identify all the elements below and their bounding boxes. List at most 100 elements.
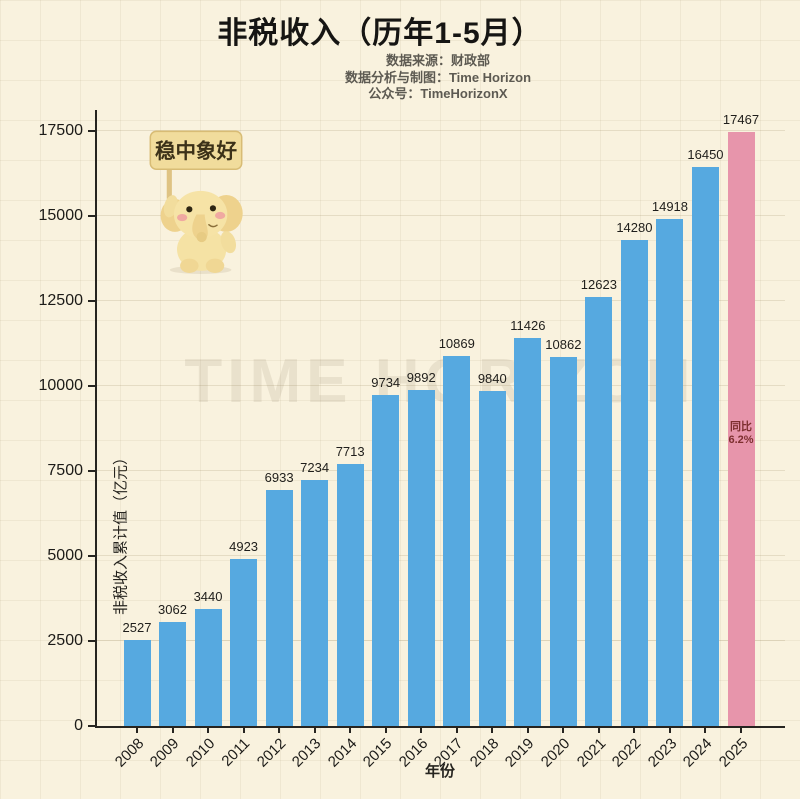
y-tick-label-17500: 17500 bbox=[38, 122, 84, 139]
bar-2014 bbox=[336, 463, 364, 726]
bar-value-label-2015: 9734 bbox=[371, 375, 401, 391]
y-tick-mark-7500 bbox=[88, 470, 96, 472]
bar-2013 bbox=[301, 480, 329, 726]
y-tick-mark-0 bbox=[88, 725, 96, 727]
y-tick-label-2500: 2500 bbox=[47, 632, 83, 649]
bar-value-label-2017: 10869 bbox=[438, 336, 475, 352]
x-tick-mark-2016 bbox=[420, 726, 423, 733]
sign-board bbox=[149, 130, 243, 171]
bar-2024 bbox=[691, 166, 719, 726]
elephant-smile bbox=[208, 224, 218, 228]
x-tick-mark-2020 bbox=[562, 726, 565, 733]
y-tick-label-12500: 12500 bbox=[38, 292, 84, 309]
bar-value-label-2016: 9892 bbox=[406, 369, 436, 385]
x-tick-mark-2017 bbox=[455, 726, 458, 733]
bar-2017 bbox=[443, 356, 471, 726]
gridline-y-15000 bbox=[97, 215, 785, 216]
y-tick-mark-2500 bbox=[88, 640, 96, 642]
bar-value-label-2025: 17467 bbox=[722, 112, 760, 128]
y-tick-mark-17500 bbox=[88, 130, 96, 132]
elephant-leg-right bbox=[205, 258, 225, 273]
elephant-arm-right bbox=[220, 231, 237, 254]
gridline-y-2500 bbox=[97, 640, 785, 641]
x-tick-mark-2008 bbox=[136, 726, 138, 733]
data-source-line: 数据来源：财政部 bbox=[385, 53, 490, 68]
x-tick-mark-2009 bbox=[171, 726, 174, 733]
annotation-label: 同比 bbox=[730, 420, 752, 433]
gridline-y-7500 bbox=[97, 470, 785, 471]
elephant-blush-left bbox=[177, 213, 188, 222]
bar-value-label-2012: 6933 bbox=[264, 470, 294, 486]
sign-stick bbox=[166, 167, 172, 201]
y-tick-mark-10000 bbox=[88, 385, 96, 387]
bar-value-label-2008: 2527 bbox=[122, 620, 152, 636]
y-tick-label-7500: 7500 bbox=[47, 462, 83, 479]
x-tick-mark-2022 bbox=[633, 726, 636, 733]
x-tick-mark-2024 bbox=[704, 726, 707, 733]
gridline-y-12500 bbox=[97, 300, 785, 301]
x-tick-mark-2023 bbox=[668, 726, 671, 733]
subtitle-block: 数据来源：财政部 数据分析与制图：Time Horizon 公众号：TimeHo… bbox=[78, 53, 798, 103]
bar-value-label-2014: 7713 bbox=[335, 443, 365, 459]
elephant-eye-right bbox=[209, 205, 217, 212]
bar-2018 bbox=[478, 391, 506, 726]
bar-2020 bbox=[549, 356, 577, 726]
y-tick-label-5000: 5000 bbox=[47, 547, 83, 564]
bar-value-label-2023: 14918 bbox=[651, 198, 689, 214]
bar-value-label-2019: 11426 bbox=[510, 317, 546, 333]
y-tick-mark-5000 bbox=[88, 555, 96, 557]
bar-value-label-2021: 12623 bbox=[580, 276, 617, 292]
elephant-mascot: 稳中象好 bbox=[149, 130, 243, 274]
gridline-y-5000 bbox=[97, 555, 785, 556]
account-line: 公众号：TimeHorizonX bbox=[368, 86, 508, 101]
x-tick-mark-2013 bbox=[313, 726, 316, 733]
bar-value-label-2009: 3062 bbox=[158, 601, 187, 617]
elephant-eye-left bbox=[186, 206, 193, 213]
bar-2009 bbox=[159, 621, 187, 726]
bar-2022 bbox=[620, 240, 648, 726]
plot-area: 非税收入累计值（亿元） 0 2500 5000 7500 10000 12500 15000… bbox=[39, 110, 785, 771]
bar-2012 bbox=[265, 490, 293, 726]
x-tick-mark-2011 bbox=[242, 726, 245, 733]
bar-value-label-2018: 9840 bbox=[477, 371, 507, 387]
x-axis-label: 年份 bbox=[424, 763, 455, 780]
bar-value-label-2020: 10862 bbox=[545, 336, 582, 352]
annotation-value: 6.2% bbox=[728, 433, 754, 446]
x-tick-mark-2015 bbox=[384, 726, 387, 733]
bar-2016 bbox=[407, 389, 435, 726]
bar-value-label-2024: 16450 bbox=[687, 146, 724, 162]
x-tick-mark-2010 bbox=[207, 726, 210, 733]
x-tick-mark-2025 bbox=[740, 726, 742, 733]
page-title: 非税收入（历年1-5月） bbox=[217, 17, 543, 50]
y-tick-label-15000: 15000 bbox=[38, 207, 84, 224]
bar-2023 bbox=[656, 218, 684, 726]
x-tick-mark-2014 bbox=[349, 726, 352, 733]
y-tick-label-10000: 10000 bbox=[38, 377, 84, 394]
bar-value-label-2011: 4923 bbox=[229, 538, 259, 554]
bar-2008 bbox=[123, 640, 151, 726]
x-tick-mark-2021 bbox=[597, 726, 600, 733]
credit-line: 数据分析与制图：Time Horizon bbox=[344, 69, 532, 85]
sign-text: 稳中象好 bbox=[155, 139, 238, 163]
bar-value-label-2010: 3440 bbox=[193, 589, 223, 605]
x-tick-mark-2018 bbox=[491, 726, 494, 733]
bar-2019 bbox=[514, 337, 542, 726]
gridline-y-10000 bbox=[97, 385, 785, 386]
y-tick-label-0: 0 bbox=[74, 717, 83, 734]
y-tick-mark-12500 bbox=[88, 300, 96, 302]
bar-2010 bbox=[194, 609, 222, 726]
yoy-annotation: 同比 6.2% bbox=[719, 421, 763, 447]
bar-2025 bbox=[727, 132, 755, 726]
elephant-leg-left bbox=[180, 258, 199, 273]
elephant-blush-right bbox=[214, 211, 226, 220]
bar-2015 bbox=[372, 395, 400, 726]
bar-2021 bbox=[585, 296, 613, 726]
elephant-trunk-tip bbox=[196, 231, 207, 243]
gridline-y-17500 bbox=[97, 130, 785, 131]
x-tick-mark-2019 bbox=[526, 726, 529, 733]
x-tick-mark-2012 bbox=[278, 726, 281, 733]
bar-value-label-2013: 7234 bbox=[300, 460, 330, 476]
bar-value-label-2022: 14280 bbox=[616, 220, 653, 236]
bar-2011 bbox=[230, 558, 258, 726]
